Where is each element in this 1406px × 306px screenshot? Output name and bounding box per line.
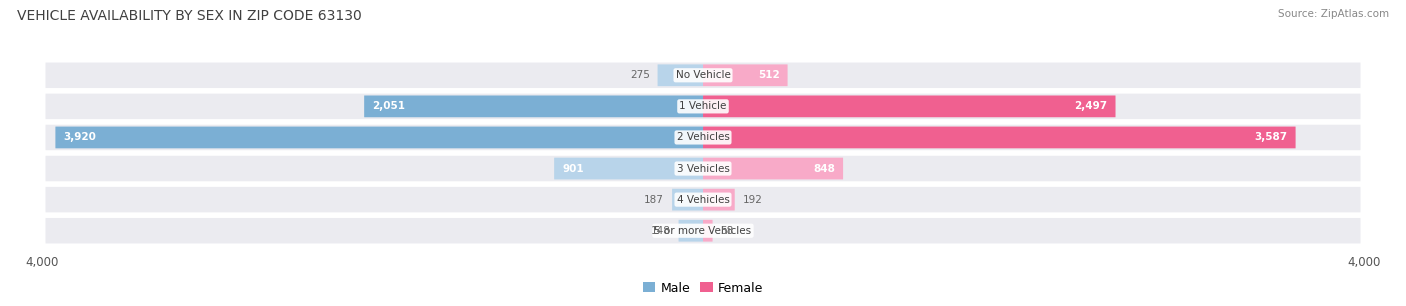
FancyBboxPatch shape <box>45 218 1361 244</box>
FancyBboxPatch shape <box>703 64 787 86</box>
Text: 58: 58 <box>720 226 734 236</box>
Text: 187: 187 <box>644 195 664 205</box>
Text: 512: 512 <box>758 70 780 80</box>
Text: Source: ZipAtlas.com: Source: ZipAtlas.com <box>1278 9 1389 19</box>
Text: 3,920: 3,920 <box>63 132 96 143</box>
Legend: Male, Female: Male, Female <box>638 277 768 300</box>
Text: 848: 848 <box>813 163 835 174</box>
Text: VEHICLE AVAILABILITY BY SEX IN ZIP CODE 63130: VEHICLE AVAILABILITY BY SEX IN ZIP CODE … <box>17 9 361 23</box>
Text: 901: 901 <box>562 163 583 174</box>
Text: 192: 192 <box>742 195 762 205</box>
FancyBboxPatch shape <box>703 127 1295 148</box>
Text: 3,587: 3,587 <box>1254 132 1288 143</box>
Text: 5 or more Vehicles: 5 or more Vehicles <box>654 226 752 236</box>
Text: 2 Vehicles: 2 Vehicles <box>676 132 730 143</box>
FancyBboxPatch shape <box>55 127 703 148</box>
Text: 2,051: 2,051 <box>373 101 405 111</box>
FancyBboxPatch shape <box>364 95 703 117</box>
FancyBboxPatch shape <box>703 158 844 179</box>
FancyBboxPatch shape <box>703 189 735 211</box>
Text: No Vehicle: No Vehicle <box>675 70 731 80</box>
FancyBboxPatch shape <box>703 95 1115 117</box>
Text: 3 Vehicles: 3 Vehicles <box>676 163 730 174</box>
Text: 4 Vehicles: 4 Vehicles <box>676 195 730 205</box>
FancyBboxPatch shape <box>679 220 703 242</box>
FancyBboxPatch shape <box>672 189 703 211</box>
FancyBboxPatch shape <box>45 156 1361 181</box>
FancyBboxPatch shape <box>45 94 1361 119</box>
Text: 148: 148 <box>651 226 671 236</box>
FancyBboxPatch shape <box>554 158 703 179</box>
FancyBboxPatch shape <box>703 220 713 242</box>
FancyBboxPatch shape <box>45 125 1361 150</box>
Text: 275: 275 <box>630 70 650 80</box>
FancyBboxPatch shape <box>45 187 1361 212</box>
FancyBboxPatch shape <box>45 62 1361 88</box>
FancyBboxPatch shape <box>658 64 703 86</box>
Text: 1 Vehicle: 1 Vehicle <box>679 101 727 111</box>
Text: 2,497: 2,497 <box>1074 101 1108 111</box>
